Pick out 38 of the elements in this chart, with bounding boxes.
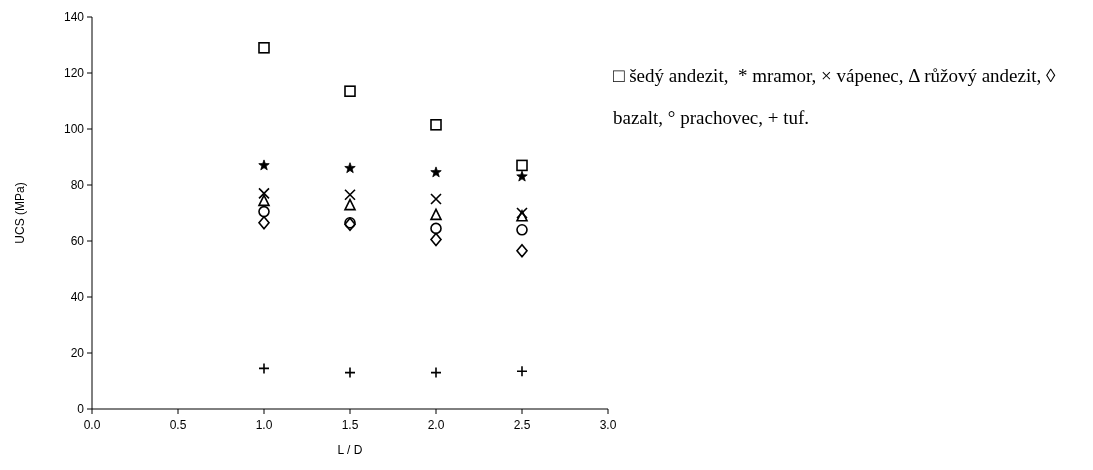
y-axis-title: UCS (MPa) <box>13 182 27 244</box>
text: □ šedý andezit, * mramor, × vápenec, Δ růžový andezit, ◊ bazalt, ° prachovec, + tuf. <box>613 65 1057 128</box>
x-tick-label: 1.0 <box>255 418 273 432</box>
y-tick-label: 140 <box>63 10 85 25</box>
point <box>430 166 442 178</box>
point <box>430 119 442 131</box>
point <box>258 216 270 230</box>
y-tick-label: 120 <box>63 66 85 81</box>
y-tick-label: 60 <box>70 234 85 249</box>
point <box>430 222 442 235</box>
point <box>258 205 270 218</box>
x-tick-label: 2.0 <box>427 418 445 432</box>
point <box>344 198 356 211</box>
y-tick-label: 20 <box>70 346 85 361</box>
point <box>516 170 528 182</box>
point <box>258 42 270 54</box>
x-tick-label: 3.0 <box>599 418 617 432</box>
x-tick-label: 1.5 <box>341 418 359 432</box>
point <box>344 162 356 174</box>
y-tick-label: 40 <box>70 290 85 305</box>
y-tick-label: 80 <box>70 178 85 193</box>
y-tick-label: 0 <box>77 402 85 417</box>
point <box>258 194 270 207</box>
point <box>516 244 528 258</box>
point <box>258 159 270 171</box>
point <box>344 189 356 201</box>
point <box>430 232 442 247</box>
y-tick-label: 100 <box>63 122 85 137</box>
point <box>430 193 442 205</box>
x-tick-label: 0.5 <box>169 418 187 432</box>
x-axis-title: L / D <box>337 443 363 457</box>
point <box>258 187 270 200</box>
point <box>344 85 356 97</box>
x-tick-label: 0.0 <box>83 418 101 432</box>
point <box>516 159 528 172</box>
point <box>430 208 442 221</box>
point <box>516 224 528 236</box>
x-tick-label: 2.5 <box>513 418 531 432</box>
